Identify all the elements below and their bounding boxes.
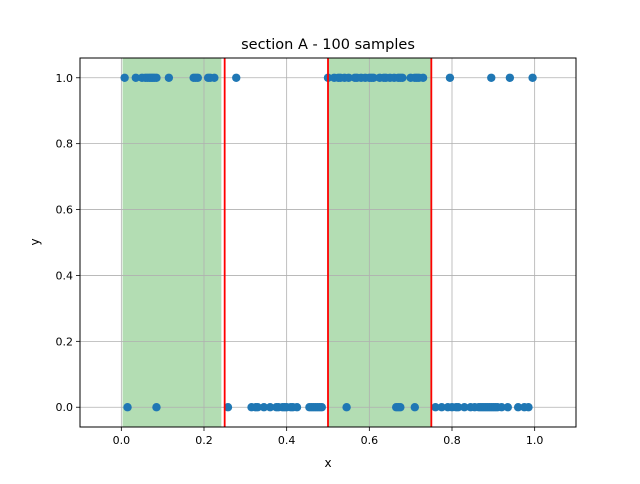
x-tick-label: 0.2 bbox=[195, 434, 213, 447]
data-point bbox=[524, 403, 533, 412]
data-point bbox=[193, 73, 202, 82]
data-point bbox=[460, 403, 469, 412]
data-point bbox=[528, 73, 537, 82]
data-point bbox=[253, 403, 262, 412]
data-point bbox=[369, 73, 378, 82]
data-point bbox=[487, 73, 496, 82]
data-point bbox=[259, 403, 269, 412]
data-point bbox=[437, 403, 446, 412]
chart-title: section A - 100 samples bbox=[241, 37, 415, 53]
data-point bbox=[454, 403, 463, 412]
y-tick-label: 1.0 bbox=[56, 72, 74, 85]
data-point bbox=[232, 73, 241, 82]
x-tick-label: 0.8 bbox=[443, 434, 461, 447]
data-point bbox=[398, 73, 407, 82]
data-point bbox=[210, 73, 219, 82]
x-axis-ticks: 0.0 0.2 0.4 0.6 0.8 1.0 bbox=[113, 427, 544, 447]
y-tick-label: 0.8 bbox=[56, 138, 74, 151]
data-point bbox=[418, 73, 428, 82]
data-point bbox=[152, 73, 161, 82]
data-point bbox=[152, 403, 161, 412]
data-point bbox=[120, 73, 129, 82]
x-axis-label: x bbox=[324, 456, 331, 470]
data-point bbox=[342, 403, 351, 412]
x-tick-label: 0.6 bbox=[361, 434, 379, 447]
plot-frame bbox=[79, 57, 577, 428]
y-tick-label: 0.4 bbox=[56, 269, 74, 282]
shaded-region bbox=[122, 58, 222, 427]
y-tick-label: 0.0 bbox=[56, 401, 74, 414]
data-point bbox=[513, 403, 523, 412]
data-point bbox=[123, 403, 132, 412]
data-points bbox=[120, 73, 537, 412]
data-point bbox=[317, 403, 326, 412]
shaded-regions bbox=[122, 58, 432, 427]
data-point bbox=[265, 403, 275, 412]
y-tick-label: 0.6 bbox=[56, 204, 74, 217]
data-point bbox=[503, 403, 512, 412]
data-point bbox=[164, 73, 174, 82]
y-axis-label: y bbox=[28, 238, 42, 245]
boundary-lines bbox=[223, 58, 433, 427]
data-point bbox=[445, 73, 455, 82]
data-point bbox=[431, 403, 440, 412]
x-tick-label: 0.4 bbox=[278, 434, 296, 447]
data-point bbox=[396, 403, 405, 412]
x-tick-label: 1.0 bbox=[526, 434, 544, 447]
x-tick-label: 0.0 bbox=[113, 434, 131, 447]
shaded-region bbox=[328, 58, 432, 427]
data-point bbox=[131, 73, 140, 82]
data-point bbox=[410, 403, 419, 412]
data-point bbox=[497, 403, 506, 412]
data-point bbox=[505, 73, 515, 82]
data-point bbox=[344, 73, 353, 82]
y-tick-label: 0.2 bbox=[56, 335, 74, 348]
data-point bbox=[292, 403, 302, 412]
y-axis-ticks: 0.0 0.2 0.4 0.6 0.8 1.0 bbox=[56, 72, 80, 414]
data-point bbox=[223, 403, 233, 412]
